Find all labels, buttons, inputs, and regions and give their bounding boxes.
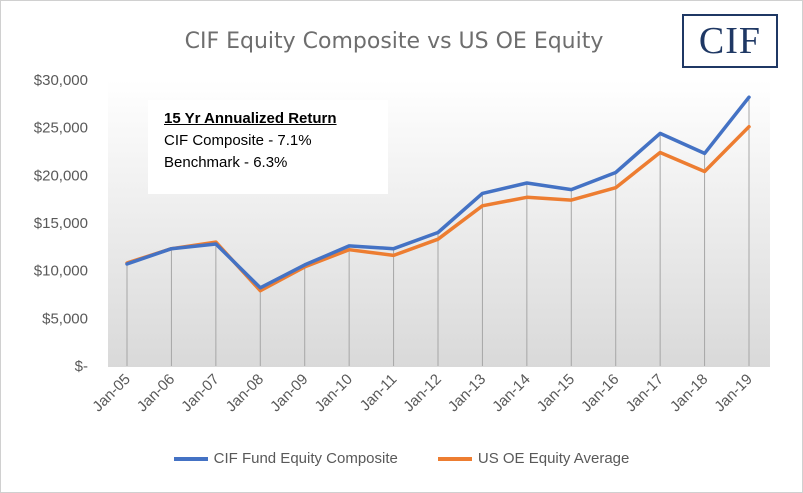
legend-label-us-oe: US OE Equity Average	[477, 450, 630, 467]
x-tick-label: Jan-18	[667, 371, 711, 415]
y-tick-label: $25,000	[34, 120, 88, 137]
x-tick-label: Jan-11	[357, 371, 401, 415]
cif-logo: CIF	[682, 14, 778, 68]
x-tick-label: Jan-17	[623, 371, 667, 415]
annotation-heading: 15 Yr Annualized Return	[164, 110, 337, 127]
legend-item-cif: CIF Fund Equity Composite	[173, 450, 398, 467]
y-tick-label: $-	[75, 358, 88, 375]
series-lines	[125, 95, 751, 293]
logo-text: CIF	[698, 20, 762, 62]
x-tick-label: Jan-16	[578, 371, 622, 415]
chart-title: CIF Equity Composite vs US OE Equity	[185, 29, 604, 54]
x-tick-label: Jan-10	[312, 371, 356, 415]
annotation-line-benchmark: Benchmark - 6.3%	[164, 154, 288, 171]
x-tick-label: Jan-06	[134, 371, 178, 415]
legend-swatch-cif	[173, 456, 208, 461]
x-tick-label: Jan-13	[445, 371, 489, 415]
y-tick-label: $20,000	[34, 167, 88, 184]
x-tick-label: Jan-12	[400, 371, 444, 415]
y-tick-label: $30,000	[34, 72, 88, 89]
legend-label-cif: CIF Fund Equity Composite	[213, 450, 398, 467]
x-axis: Jan-05 Jan-06 Jan-07 Jan-08 Jan-09 Jan-10 Jan-…	[89, 371, 755, 415]
y-axis: $- $5,000 $10,000 $15,000 $20,000 $25,000 $30,…	[34, 72, 88, 375]
drop-lines	[126, 97, 750, 366]
x-tick-label: Jan-19	[711, 371, 755, 415]
x-tick-label: Jan-15	[534, 371, 578, 415]
annotation-line-cif: CIF Composite - 7.1%	[164, 132, 312, 149]
series-line	[125, 95, 751, 290]
y-tick-label: $5,000	[42, 310, 88, 327]
y-tick-label: $10,000	[34, 263, 88, 280]
y-tick-label: $15,000	[34, 215, 88, 232]
annotation-box: 15 Yr Annualized Return CIF Composite - …	[148, 100, 388, 194]
legend-swatch-us-oe	[437, 456, 472, 461]
legend: CIF Fund Equity Composite US OE Equity A…	[0, 450, 803, 467]
legend-item-us-oe: US OE Equity Average	[437, 450, 630, 467]
x-tick-label: Jan-05	[89, 371, 133, 415]
x-tick-label: Jan-14	[489, 371, 533, 415]
x-tick-label: Jan-09	[267, 371, 311, 415]
x-tick-label: Jan-08	[223, 371, 267, 415]
x-tick-label: Jan-07	[178, 371, 222, 415]
